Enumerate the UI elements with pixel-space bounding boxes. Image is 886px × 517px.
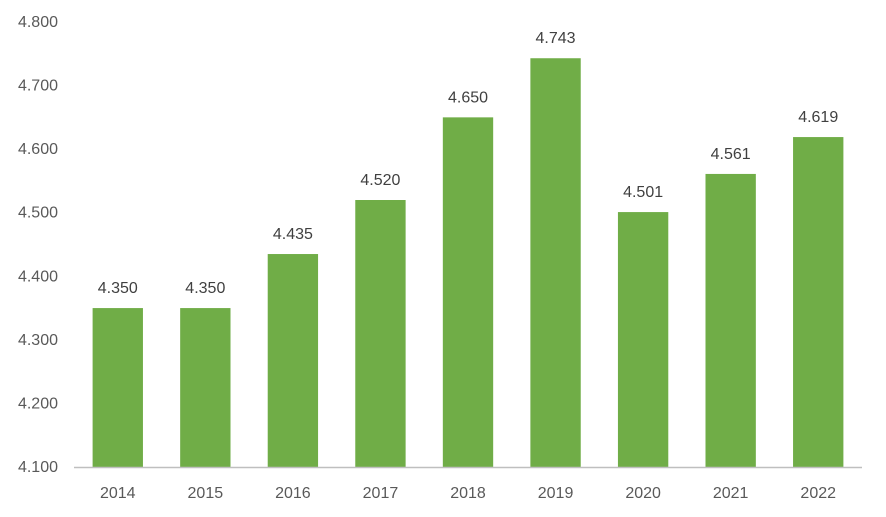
data-label-2016: 4.435 [273,226,313,243]
x-tick-label: 2021 [713,485,749,502]
y-tick-label: 4.400 [18,268,58,285]
bar-2019 [530,58,581,467]
x-axis-tick-labels: 2014 2015 2016 2017 2018 2019 2020 2021 2022 [100,485,836,502]
data-label-2017: 4.520 [360,172,400,189]
x-tick-label: 2016 [275,485,311,502]
y-tick-label: 4.700 [18,78,58,95]
x-tick-label: 2019 [538,485,574,502]
y-tick-label: 4.800 [18,14,58,31]
x-tick-label: 2018 [450,485,486,502]
bar-2014 [92,308,143,467]
y-tick-label: 4.100 [18,459,58,476]
data-label-2022: 4.619 [798,109,838,126]
x-tick-label: 2022 [800,485,836,502]
bar-2015 [180,308,231,467]
data-label-2018: 4.650 [448,89,488,106]
bar-2021 [705,173,756,467]
data-labels: 4.350 4.350 4.435 4.520 4.650 4.743 4.501 4.561… [98,30,839,297]
data-label-2020: 4.501 [623,184,663,201]
bar-2016 [267,254,319,467]
x-tick-label: 2015 [188,485,224,502]
y-axis-tick-labels: 4.100 4.200 4.300 4.400 4.500 4.600 4.700 4.800 [18,14,58,476]
y-tick-label: 4.600 [18,141,58,158]
data-label-2019: 4.743 [536,30,576,47]
data-label-2015: 4.350 [185,280,225,297]
bar-2022 [793,137,844,468]
x-tick-label: 2020 [625,485,661,502]
x-tick-label: 2014 [100,485,136,502]
data-label-2021: 4.561 [711,146,751,163]
bar-2018 [442,117,494,467]
bar-2017 [355,200,406,467]
y-tick-label: 4.200 [18,395,58,412]
data-label-2014: 4.350 [98,280,138,297]
x-tick-label: 2017 [363,485,399,502]
y-tick-label: 4.500 [18,205,58,222]
bars [92,58,844,468]
bar-2020 [617,212,669,467]
y-tick-label: 4.300 [18,332,58,349]
